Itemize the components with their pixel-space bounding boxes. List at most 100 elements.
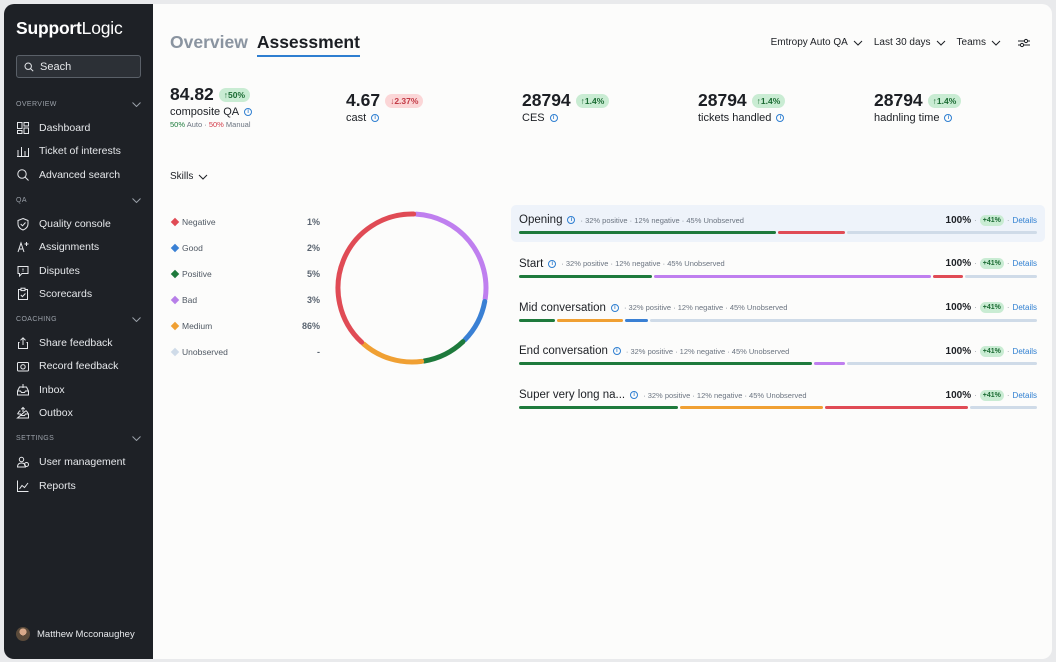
- bar-segment: [556, 318, 624, 322]
- category-stats-text: 32% positive · 12% negative · 45% Unobse…: [585, 215, 744, 225]
- legend-name: Negative: [182, 217, 216, 227]
- search-input[interactable]: [40, 60, 135, 73]
- sidebar-item-label: Advanced search: [39, 169, 121, 181]
- kpi-label-row: cast i: [346, 112, 423, 124]
- legend-name: Unobserved: [182, 347, 228, 357]
- avatar: [16, 627, 30, 641]
- legend-name: Good: [182, 243, 203, 253]
- kpi-value: 28794: [522, 90, 571, 110]
- legend-name-wrap: Good: [170, 243, 203, 253]
- donut-segment-positive[interactable]: [421, 339, 466, 364]
- sidebar-item-record-feedback[interactable]: Record feedback: [16, 358, 118, 374]
- sidebar-item-scorecards[interactable]: Scorecards: [16, 286, 92, 302]
- legend-value: -: [317, 347, 320, 357]
- category-row[interactable]: Start i · 32% positive · 12% negative · 45…: [511, 249, 1045, 286]
- category-stats-text: 32% positive · 12% negative · 45% Unobse…: [647, 390, 807, 400]
- chevron-down-icon: [853, 40, 863, 46]
- kpi-value-row: 28794 ↑1.4%: [698, 90, 786, 111]
- sidebar-section-overview[interactable]: Overview: [16, 101, 141, 108]
- donut-segment-good[interactable]: [462, 298, 488, 343]
- separator-dot: ·: [1006, 259, 1010, 269]
- info-icon[interactable]: i: [610, 303, 619, 312]
- app-window: SupportLogic Overview Dashboard Ticket of …: [4, 4, 1052, 659]
- details-link[interactable]: Details: [1012, 390, 1037, 400]
- legend-name-wrap: Medium: [170, 321, 213, 331]
- sidebar-item-dashboard[interactable]: Dashboard: [16, 120, 90, 136]
- info-icon[interactable]: i: [549, 114, 558, 122]
- category-header: Opening i · 32% positive · 12% negative · …: [519, 214, 1037, 226]
- separator-dot: ·: [974, 390, 977, 400]
- skills-dropdown[interactable]: Skills: [170, 171, 208, 182]
- category-name: Start: [519, 257, 544, 270]
- manual-label: Manual: [225, 120, 251, 129]
- brand-logo[interactable]: SupportLogic: [16, 18, 123, 38]
- info-icon[interactable]: i: [371, 114, 380, 122]
- category-stats: · 32% positive · 12% negative · 45% Unob…: [643, 390, 807, 400]
- donut-segment-medium[interactable]: [361, 341, 425, 365]
- legend-name-wrap: Unobserved: [170, 347, 228, 357]
- kpi-label: cast: [346, 112, 367, 124]
- category-row[interactable]: End conversation i · 32% positive · 12% ne…: [511, 336, 1045, 373]
- kpi-card: 28794 ↑1.4% tickets handled i: [698, 90, 786, 124]
- category-row[interactable]: Super very long na... i · 32% positive · 1…: [511, 380, 1045, 417]
- sidebar-item-ticket-of-interests[interactable]: Ticket of interests: [16, 143, 121, 159]
- info-icon[interactable]: i: [944, 114, 953, 122]
- details-link[interactable]: Details: [1012, 259, 1037, 269]
- auto-percent: 50%: [170, 120, 186, 129]
- details-link[interactable]: Details: [1012, 346, 1037, 356]
- kpi-delta-badge: ↑50%: [218, 87, 251, 102]
- details-link[interactable]: Details: [1012, 303, 1037, 313]
- info-icon[interactable]: i: [567, 216, 576, 224]
- category-row[interactable]: Opening i · 32% positive · 12% negative · …: [511, 205, 1045, 242]
- kpi-label-row: CES i: [522, 112, 609, 124]
- sidebar-section-qa[interactable]: QA: [16, 197, 141, 204]
- kpi-value-row: 28794 ↑1.4%: [522, 90, 610, 111]
- legend-swatch: [170, 243, 180, 253]
- sidebar-item-disputes[interactable]: Disputes: [16, 263, 80, 279]
- kpi-label-row: tickets handled i: [698, 112, 785, 124]
- details-link[interactable]: Details: [1012, 215, 1037, 225]
- sidebar-section-title: Settings: [16, 435, 55, 442]
- sidebar-section-settings[interactable]: Settings: [16, 435, 141, 442]
- sidebar-item-share-feedback[interactable]: Share feedback: [16, 335, 113, 351]
- info-icon[interactable]: i: [776, 114, 785, 122]
- manual-percent: 50%: [208, 120, 224, 129]
- filter-qa-source[interactable]: Emtropy Auto QA: [771, 37, 863, 48]
- search-icon: [24, 61, 34, 72]
- tab-overview[interactable]: Overview: [170, 32, 248, 52]
- legend-name: Medium: [182, 321, 213, 331]
- category-stats-text: 32% positive · 12% negative · 45% Unobse…: [565, 259, 725, 269]
- sidebar-item-inbox[interactable]: Inbox: [16, 382, 65, 398]
- sidebar-item-user-management[interactable]: User management: [16, 454, 125, 470]
- sidebar-item-reports[interactable]: Reports: [16, 478, 76, 494]
- filter-date-range[interactable]: Last 30 days: [874, 37, 946, 48]
- filter-teams[interactable]: Teams: [957, 37, 1001, 48]
- info-icon[interactable]: i: [630, 391, 639, 400]
- donut-segment-bad[interactable]: [413, 211, 489, 302]
- category-row[interactable]: Mid conversation i · 32% positive · 12% ne…: [511, 293, 1045, 330]
- donut-segment-negative[interactable]: [335, 211, 417, 345]
- tab-assessment[interactable]: Assessment: [256, 32, 360, 57]
- category-title-wrap: Start i · 32% positive · 12% negative · 45…: [519, 258, 725, 270]
- sidebar-item-assignments[interactable]: Assignments: [16, 239, 99, 255]
- user-profile[interactable]: Matthew Mcconaughey: [16, 627, 135, 641]
- sliders-icon[interactable]: [1018, 38, 1030, 48]
- sidebar-item-label: Record feedback: [39, 360, 119, 372]
- info-icon[interactable]: i: [244, 108, 253, 116]
- kpi-card: 84.82 ↑50% composite QA i 50% Auto · 50% Man…: [170, 84, 253, 129]
- sidebar-item-quality-console[interactable]: Quality console: [16, 216, 111, 232]
- sidebar-item-outbox[interactable]: Outbox: [16, 405, 73, 421]
- sidebar-section-coaching[interactable]: Coaching: [16, 316, 141, 323]
- category-title-wrap: Opening i · 32% positive · 12% negative · …: [519, 214, 744, 226]
- user-name: Matthew Mcconaughey: [37, 628, 135, 640]
- sidebar-item-label: Share feedback: [39, 337, 113, 349]
- info-icon[interactable]: i: [612, 347, 621, 356]
- search-box[interactable]: [16, 55, 141, 78]
- category-title-wrap: Mid conversation i · 32% positive · 12% ne…: [519, 302, 787, 314]
- category-name: Mid conversation: [519, 301, 606, 314]
- chevron-down-icon: [936, 40, 945, 46]
- sidebar-item-advanced-search[interactable]: Advanced search: [16, 167, 120, 183]
- bar-segment: [778, 231, 845, 234]
- legend-name-wrap: Positive: [170, 269, 212, 279]
- info-icon[interactable]: i: [548, 259, 557, 268]
